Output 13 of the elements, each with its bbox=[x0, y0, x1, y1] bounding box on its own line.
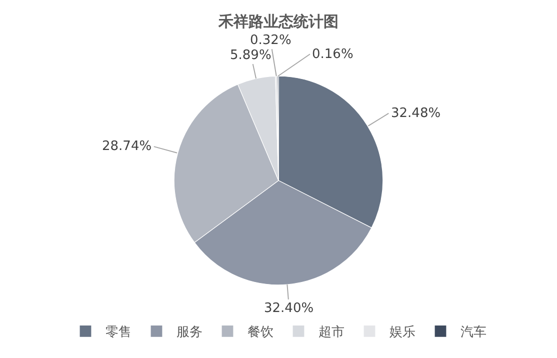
legend-label: 零售 bbox=[106, 325, 132, 340]
legend-label: 娱乐 bbox=[390, 325, 416, 340]
data-label: 32.40% bbox=[264, 301, 314, 316]
data-label: 28.74% bbox=[102, 139, 152, 154]
data-label: 5.89% bbox=[230, 48, 272, 63]
legend-label: 汽车 bbox=[460, 325, 486, 340]
data-label: 0.16% bbox=[312, 47, 354, 62]
legend-label: 服务 bbox=[176, 325, 202, 340]
data-label: 32.48% bbox=[391, 106, 441, 121]
legend-label: 餐饮 bbox=[248, 325, 274, 340]
legend-label: 超市 bbox=[318, 325, 344, 340]
chart-title: 禾祥路业态统计图 bbox=[218, 12, 338, 31]
data-label: 0.32% bbox=[250, 33, 292, 48]
